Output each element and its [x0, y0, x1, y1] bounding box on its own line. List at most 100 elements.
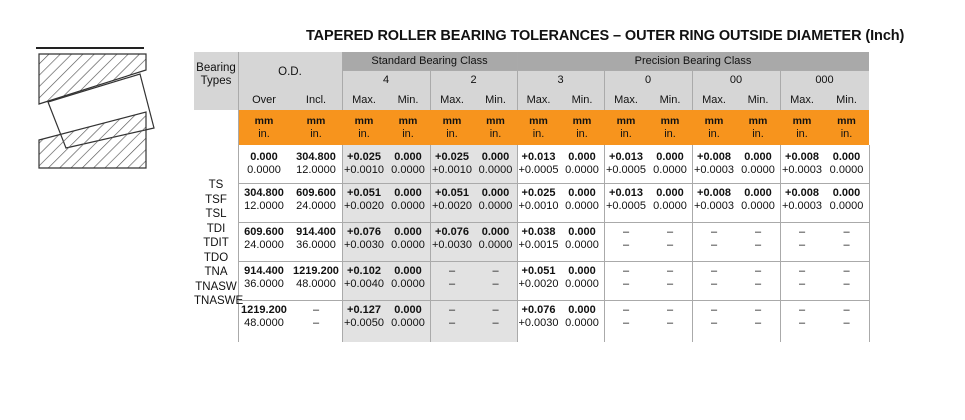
value-in: 12.0000: [296, 164, 336, 176]
table-cell: 0.000 0.0000: [560, 187, 604, 213]
table-cell: 0.000 0.0000: [560, 265, 604, 291]
table-cell: 0.000 0.0000: [386, 151, 430, 177]
value-mm: –: [710, 265, 718, 277]
value-mm: 0.000: [394, 265, 422, 277]
table-cell: +0.025 +0.0010: [342, 151, 386, 177]
value-mm: –: [312, 304, 320, 316]
min-header: Min.: [747, 93, 769, 106]
bearing-type: TS: [208, 179, 224, 191]
max-header: Max.: [614, 93, 638, 106]
value-in: 0.0000: [478, 164, 513, 176]
table-title: TAPERED ROLLER BEARING TOLERANCES – OUTE…: [306, 28, 905, 44]
table-cell: 304.800 12.0000: [238, 187, 290, 213]
table-cell: 609.600 24.0000: [290, 187, 342, 213]
bearing-type: TDI: [206, 222, 226, 235]
value-mm: +0.076: [347, 226, 381, 238]
value-in: 0.0000: [391, 200, 425, 212]
value-in: –: [448, 278, 456, 290]
column-rule: [869, 145, 870, 342]
class-3-header: 3: [557, 73, 564, 86]
table-cell: 0.000 0.0000: [386, 226, 430, 252]
unit-cell: mm in.: [430, 115, 474, 141]
od-header: O.D.: [278, 65, 302, 78]
table-cell: 0.000 0.0000: [824, 187, 869, 213]
unit-in: in.: [489, 128, 502, 140]
unit-in: in.: [620, 128, 632, 140]
value-in: –: [754, 317, 762, 329]
value-mm: +0.051: [347, 187, 381, 199]
value-in: –: [312, 317, 320, 329]
table-cell: +0.013 +0.0005: [604, 151, 648, 177]
unit-cell: mm in.: [736, 115, 780, 141]
table-cell: – –: [692, 304, 736, 330]
table-cell: +0.102 +0.0040: [342, 265, 386, 291]
value-mm: 0.000: [394, 226, 422, 238]
value-mm: –: [666, 226, 674, 238]
value-mm: –: [666, 304, 674, 316]
value-mm: +0.127: [347, 304, 381, 316]
value-mm: –: [843, 226, 850, 238]
value-mm: 304.800: [244, 187, 284, 199]
unit-mm: mm: [572, 115, 592, 127]
column-rule: [517, 145, 518, 342]
table-cell: +0.008 +0.0003: [780, 187, 824, 213]
value-mm: 0.000: [481, 187, 510, 199]
table-cell: +0.076 +0.0030: [517, 304, 560, 330]
table-cell: +0.076 +0.0030: [430, 226, 474, 252]
value-mm: –: [798, 226, 806, 238]
value-in: –: [448, 317, 456, 329]
unit-cell: mm in.: [386, 115, 430, 141]
table-cell: 0.000 0.0000: [824, 151, 869, 177]
value-mm: 0.000: [394, 151, 422, 163]
class-00-header: 00: [729, 73, 743, 86]
unit-in: in.: [576, 128, 588, 140]
column-rule: [604, 70, 605, 110]
value-mm: +0.051: [435, 187, 469, 199]
precision-class-header: Precision Bearing Class: [517, 52, 869, 70]
table-cell: 914.400 36.0000: [238, 265, 290, 291]
standard-class-shading: [342, 145, 517, 342]
value-mm: +0.038: [521, 226, 556, 238]
value-in: +0.0010: [343, 164, 385, 176]
value-in: +0.0015: [518, 239, 559, 251]
value-in: +0.0030: [343, 239, 385, 251]
bearing-type: TNASW: [195, 280, 237, 293]
value-mm: 0.000: [568, 187, 596, 199]
value-mm: 0.000: [481, 226, 510, 238]
table-cell: – –: [780, 304, 824, 330]
table-cell: 0.000 0.0000: [648, 151, 692, 177]
table-cell: – –: [474, 265, 517, 291]
value-in: 0.0000: [565, 317, 599, 329]
unit-in: in.: [258, 128, 270, 140]
column-rule: [430, 70, 431, 110]
bearing-cross-section-diagram: [36, 47, 155, 169]
table-cell: 0.000 0.0000: [386, 265, 430, 291]
value-mm: 0.000: [656, 151, 684, 163]
table-cell: +0.076 +0.0030: [342, 226, 386, 252]
value-mm: –: [754, 265, 762, 277]
max-header: Max.: [702, 93, 726, 106]
table-cell: 0.000 0.0000: [736, 187, 780, 213]
value-mm: 0.000: [394, 187, 422, 199]
table-cell: +0.008 +0.0003: [780, 151, 824, 177]
value-in: 0.0000: [391, 278, 425, 290]
value-in: –: [710, 317, 718, 329]
unit-mm: mm: [398, 115, 418, 127]
value-mm: –: [754, 304, 762, 316]
table-cell: +0.013 +0.0005: [604, 187, 648, 213]
min-header: Min.: [659, 93, 681, 106]
value-in: 0.0000: [829, 164, 864, 176]
value-in: –: [666, 278, 674, 290]
unit-in: in.: [310, 128, 322, 140]
unit-in: in.: [752, 128, 764, 140]
column-rule: [517, 52, 518, 110]
tolerance-table: Standard Bearing Class Precision Bearing …: [194, 52, 870, 342]
table-cell: +0.038 +0.0015: [517, 226, 560, 252]
value-in: –: [843, 278, 850, 290]
unit-in: in.: [446, 128, 458, 140]
unit-cell: mm in.: [604, 115, 648, 141]
unit-cell: mm in.: [560, 115, 604, 141]
unit-in: in.: [708, 128, 720, 140]
value-in: –: [710, 278, 718, 290]
over-header: Over: [252, 93, 276, 106]
